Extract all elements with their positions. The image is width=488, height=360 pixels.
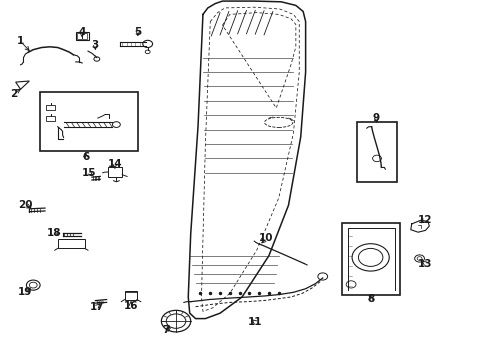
Text: 13: 13 <box>417 258 432 269</box>
Text: 14: 14 <box>107 159 122 169</box>
Text: 4: 4 <box>78 27 86 37</box>
Text: 1: 1 <box>17 36 24 46</box>
Text: 16: 16 <box>123 301 138 311</box>
Text: 18: 18 <box>46 228 61 238</box>
Text: 10: 10 <box>259 233 273 243</box>
Bar <box>77 33 87 39</box>
Bar <box>107 167 122 177</box>
Text: 15: 15 <box>82 168 97 178</box>
Text: 6: 6 <box>82 152 89 162</box>
Text: 12: 12 <box>417 215 432 225</box>
Text: 5: 5 <box>134 27 141 37</box>
Text: 19: 19 <box>18 287 33 297</box>
Bar <box>58 239 84 248</box>
Bar <box>76 32 88 40</box>
Text: 8: 8 <box>366 294 373 304</box>
Text: 11: 11 <box>247 317 262 327</box>
Text: 2: 2 <box>10 89 17 99</box>
Text: 3: 3 <box>92 40 99 50</box>
Text: 7: 7 <box>162 325 170 336</box>
Bar <box>124 291 137 300</box>
Bar <box>40 92 138 151</box>
Text: 20: 20 <box>18 200 33 210</box>
Bar <box>46 105 55 110</box>
Bar <box>342 223 399 295</box>
Bar <box>356 122 396 182</box>
Text: 17: 17 <box>89 302 104 312</box>
Text: 9: 9 <box>372 113 379 123</box>
Bar <box>46 116 55 121</box>
